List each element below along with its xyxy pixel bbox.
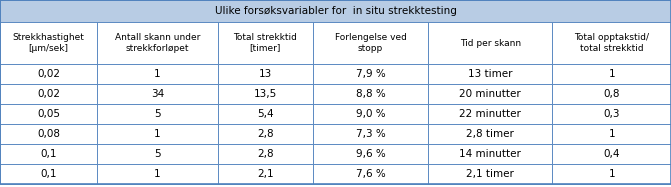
Text: 34: 34 (151, 89, 164, 99)
Bar (0, 164, 97, 184)
Bar (0, 144, 97, 164)
Bar (218, 64, 313, 84)
Bar (97, 124, 218, 144)
Bar (313, 22, 428, 64)
Text: 13 timer: 13 timer (468, 69, 513, 79)
Bar (0, 104, 97, 124)
Bar (428, 22, 552, 64)
Bar (97, 144, 218, 164)
Text: 1: 1 (154, 69, 161, 79)
Text: 2,8: 2,8 (257, 149, 274, 159)
Bar (313, 164, 428, 184)
Text: 0,8: 0,8 (603, 89, 620, 99)
Text: 7,3 %: 7,3 % (356, 129, 385, 139)
Bar (552, 104, 671, 124)
Bar (97, 64, 218, 84)
Bar (313, 64, 428, 84)
Bar (97, 22, 218, 64)
Bar (218, 124, 313, 144)
Bar (552, 84, 671, 104)
Text: Strekkhastighet
[μm/sek]: Strekkhastighet [μm/sek] (13, 33, 85, 53)
Text: 5: 5 (154, 149, 161, 159)
Bar (552, 144, 671, 164)
Text: 20 minutter: 20 minutter (460, 89, 521, 99)
Bar (97, 84, 218, 104)
Text: 13: 13 (259, 69, 272, 79)
Text: 0,08: 0,08 (37, 129, 60, 139)
Text: 0,4: 0,4 (603, 149, 620, 159)
Text: 7,9 %: 7,9 % (356, 69, 385, 79)
Text: 0,05: 0,05 (37, 109, 60, 119)
Text: 0,1: 0,1 (40, 149, 57, 159)
Bar (0, 0, 671, 22)
Bar (428, 84, 552, 104)
Bar (218, 22, 313, 64)
Bar (313, 104, 428, 124)
Text: 0,3: 0,3 (603, 109, 620, 119)
Bar (552, 64, 671, 84)
Bar (0, 124, 97, 144)
Text: 7,6 %: 7,6 % (356, 169, 385, 179)
Text: 0,02: 0,02 (37, 89, 60, 99)
Text: 1: 1 (609, 69, 615, 79)
Text: 2,1 timer: 2,1 timer (466, 169, 514, 179)
Text: 9,0 %: 9,0 % (356, 109, 385, 119)
Text: Forlengelse ved
stopp: Forlengelse ved stopp (335, 33, 407, 53)
Bar (313, 124, 428, 144)
Text: 1: 1 (609, 129, 615, 139)
Bar (428, 164, 552, 184)
Text: 2,8: 2,8 (257, 129, 274, 139)
Text: 2,8 timer: 2,8 timer (466, 129, 514, 139)
Bar (97, 104, 218, 124)
Bar (428, 104, 552, 124)
Text: 1: 1 (154, 169, 161, 179)
Bar (313, 144, 428, 164)
Bar (428, 144, 552, 164)
Text: 1: 1 (154, 129, 161, 139)
Text: 0,02: 0,02 (37, 69, 60, 79)
Bar (428, 64, 552, 84)
Text: 14 minutter: 14 minutter (460, 149, 521, 159)
Bar (0, 22, 97, 64)
Bar (218, 164, 313, 184)
Text: 13,5: 13,5 (254, 89, 277, 99)
Text: Antall skann under
strekkforløpet: Antall skann under strekkforløpet (115, 33, 200, 53)
Bar (218, 84, 313, 104)
Text: 8,8 %: 8,8 % (356, 89, 385, 99)
Text: 5,4: 5,4 (257, 109, 274, 119)
Text: 2,1: 2,1 (257, 169, 274, 179)
Bar (552, 164, 671, 184)
Text: Ulike forsøksvariabler for  in situ strekktesting: Ulike forsøksvariabler for in situ strek… (215, 6, 456, 16)
Bar (552, 124, 671, 144)
Text: 9,6 %: 9,6 % (356, 149, 385, 159)
Bar (428, 124, 552, 144)
Text: 1: 1 (609, 169, 615, 179)
Text: Total strekktid
[timer]: Total strekktid [timer] (234, 33, 297, 53)
Bar (552, 22, 671, 64)
Text: Total opptakstid/
total strekktid: Total opptakstid/ total strekktid (574, 33, 649, 53)
Text: 22 minutter: 22 minutter (460, 109, 521, 119)
Text: Tid per skann: Tid per skann (460, 39, 521, 47)
Bar (313, 84, 428, 104)
Bar (218, 104, 313, 124)
Bar (97, 164, 218, 184)
Bar (0, 64, 97, 84)
Bar (218, 144, 313, 164)
Text: 0,1: 0,1 (40, 169, 57, 179)
Bar (0, 84, 97, 104)
Text: 5: 5 (154, 109, 161, 119)
